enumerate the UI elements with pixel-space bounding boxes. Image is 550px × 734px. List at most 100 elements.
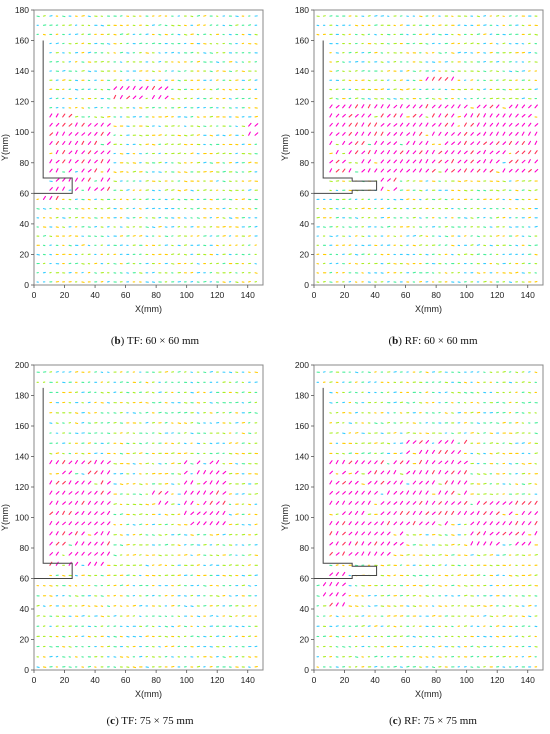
vector-arrow (107, 123, 111, 127)
y-tick-label: 160 (15, 36, 29, 46)
vector-arrow (196, 490, 201, 495)
vector-arrow (348, 141, 353, 145)
caption-c-tf: (c) TF: 75 × 75 mm (106, 715, 194, 727)
vector-arrow (374, 551, 378, 556)
vector-arrow (100, 480, 104, 485)
vector-arrow (126, 95, 131, 100)
vector-arrow (367, 113, 372, 118)
vector-arrow (74, 88, 79, 91)
vector-arrow (62, 70, 66, 72)
vector-arrow (361, 510, 365, 515)
vector-arrow (158, 24, 162, 26)
vector-arrow (451, 76, 455, 81)
vector-arrow (521, 531, 525, 536)
vector-arrow (515, 531, 520, 536)
vector-arrow (196, 15, 201, 17)
vector-arrow (470, 541, 474, 546)
vector-arrow (387, 531, 391, 536)
vector-arrow (515, 541, 519, 546)
vector-arrow (62, 480, 66, 485)
vector-arrow (502, 371, 506, 373)
vector-arrow (342, 140, 346, 145)
vector-arrow (528, 169, 532, 173)
vector-arrow (380, 480, 385, 485)
x-tick-label: 120 (490, 290, 504, 300)
vector-arrow (342, 511, 346, 515)
vector-arrow (107, 481, 111, 485)
vector-arrow (367, 481, 372, 485)
vector-arrow (74, 140, 79, 145)
vector-arrow (348, 122, 352, 127)
vector-arrow (81, 150, 85, 155)
y-axis-title: Y(mm) (0, 134, 10, 161)
vector-arrow (483, 168, 487, 173)
vector-arrow (367, 131, 371, 136)
vector-arrow (374, 422, 378, 425)
y-tick-label: 120 (15, 97, 29, 107)
vector-arrow (107, 510, 111, 515)
vector-field (316, 371, 539, 669)
vector-arrow (515, 574, 519, 577)
vector-arrow (412, 490, 416, 495)
vector-arrow (444, 122, 449, 127)
y-tick-label: 100 (15, 127, 29, 137)
vector-arrow (49, 187, 53, 191)
vector-arrow (521, 510, 525, 515)
x-tick-label: 80 (431, 290, 441, 300)
vector-arrow (335, 122, 339, 127)
vector-arrow (183, 490, 188, 495)
vector-arrow (399, 113, 403, 118)
vector-arrow (119, 33, 124, 35)
vector-arrow (361, 150, 366, 155)
vector-arrow (354, 104, 359, 109)
vector-arrow (483, 113, 486, 118)
vector-arrow (62, 186, 65, 191)
vector-arrow (49, 159, 53, 164)
vector-arrow (508, 140, 513, 145)
vector-arrow (528, 541, 532, 546)
vector-arrow (451, 439, 455, 444)
vector-arrow (55, 131, 59, 136)
vector-arrow (55, 541, 60, 546)
vector-arrow (342, 459, 345, 465)
vector-arrow (425, 490, 429, 495)
vector-arrow (419, 480, 423, 485)
vector-arrow (412, 501, 417, 505)
vector-arrow (380, 460, 384, 465)
vector-arrow (107, 470, 111, 475)
vector-arrow (322, 582, 327, 587)
vector-arrow (74, 541, 78, 546)
vector-arrow (489, 541, 493, 546)
vector-arrow (463, 113, 468, 118)
vector-arrow (393, 150, 397, 155)
vector-arrow (419, 122, 423, 127)
vector-arrow (361, 625, 365, 627)
vector-arrow (87, 561, 92, 566)
vector-arrow (393, 177, 397, 182)
vector-arrow (412, 113, 417, 118)
vector-arrow (496, 531, 500, 536)
vector-arrow (209, 371, 213, 373)
vector-arrow (329, 500, 333, 505)
vector-arrow (438, 490, 442, 495)
vector-arrow (496, 104, 500, 109)
vector-arrow (419, 104, 423, 109)
vector-arrow (502, 122, 506, 127)
vector-arrow (387, 141, 391, 145)
vector-arrow (431, 159, 436, 164)
vector-arrow (508, 521, 513, 526)
vector-arrow (528, 159, 531, 164)
vector-arrow (100, 490, 104, 495)
vector-arrow (164, 95, 169, 100)
vector-arrow (425, 480, 429, 485)
vector-arrow (74, 122, 78, 127)
vector-arrow (515, 141, 519, 145)
vector-arrow (444, 500, 448, 505)
vector-arrow (528, 521, 532, 526)
vector-arrow (203, 470, 206, 475)
vector-arrow (100, 511, 105, 515)
vector-arrow (502, 531, 507, 536)
vector-arrow (132, 170, 137, 173)
vector-arrow (502, 168, 506, 173)
